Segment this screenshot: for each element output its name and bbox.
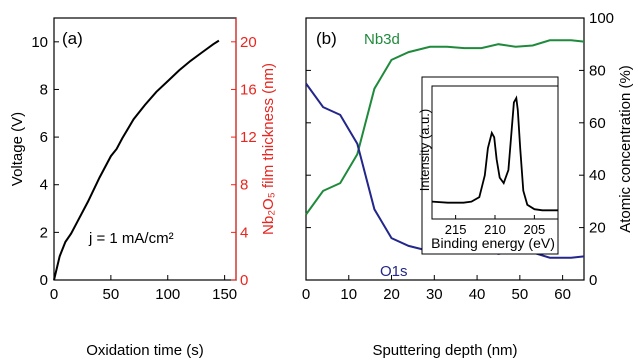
inset-x-tick-label: 205 <box>524 222 546 237</box>
panel-a-right-axis-label: Nb₂O₅ film thickness (nm) <box>260 63 277 235</box>
panel-a-x-ticks: 0 50 100 150 <box>50 275 237 303</box>
panel-b-nb3d-line <box>305 39 585 216</box>
panel-a-right-tick-label: 0 <box>240 272 248 289</box>
panel-a-x-axis-label: Oxidation time (s) <box>86 342 204 359</box>
panel-a-y-tick-label: 8 <box>40 81 48 98</box>
panel-a-right-tick-label: 12 <box>240 129 257 146</box>
panel-b-y-tick-label: 20 <box>589 220 606 237</box>
panel-a-right-tick-label: 16 <box>240 81 257 98</box>
panel-b-y-tick-label: 100 <box>589 10 614 27</box>
panel-a-x-tick-label: 0 <box>50 286 58 303</box>
panel-b-y-tick-label: 0 <box>589 272 597 289</box>
panel-a-y-tick-label: 4 <box>40 177 48 194</box>
panel-b-nb3d-label: Nb3d <box>364 31 400 48</box>
inset-x-tick-label: 210 <box>484 222 506 237</box>
panel-a-right-tick-label: 4 <box>240 224 248 241</box>
panel-a-right-tick-label: 20 <box>240 34 257 51</box>
panel-a-label: (a) <box>62 29 83 48</box>
panel-a-y-tick-label: 0 <box>40 272 48 289</box>
panel-b-o1s-label: O1s <box>380 263 408 280</box>
panel-b-frame <box>305 17 585 281</box>
inset-x-tick-label: 215 <box>445 222 467 237</box>
panel-b-label: (b) <box>316 29 337 48</box>
panel-b-x-tick-label: 40 <box>469 286 486 303</box>
panel-a-x-tick-label: 150 <box>212 286 237 303</box>
inset-spectrum-line <box>431 95 558 212</box>
panel-b-x-tick-label: 60 <box>554 286 571 303</box>
inset-x-axis-label: Binding energy (eV) <box>431 235 555 251</box>
panel-a-y-ticks: 0 2 4 6 8 10 <box>31 34 59 289</box>
panel-a: 0 50 100 150 0 2 4 6 8 10 0 4 8 12 16 20 (a) j = 1 mA… <box>9 17 277 359</box>
panel-a-right-tick-label: 8 <box>240 177 248 194</box>
panel-a-annotation: j = 1 mA/cm² <box>88 230 174 247</box>
panel-b-x-tick-label: 0 <box>302 286 310 303</box>
panel-b-x-tick-label: 50 <box>512 286 529 303</box>
panel-b-x-tick-label: 10 <box>340 286 357 303</box>
panel-a-y-tick-label: 10 <box>31 34 48 51</box>
panel-b-y-tick-label: 80 <box>589 62 606 79</box>
panel-b-x-tick-label: 30 <box>426 286 443 303</box>
inset-y-axis-label: Intensity (a.u.) <box>417 109 432 191</box>
panel-b-x-ticks: 0 10 20 30 40 50 60 <box>302 275 571 303</box>
panel-a-x-tick-label: 100 <box>155 286 180 303</box>
panel-a-x-tick-label: 50 <box>103 286 120 303</box>
panel-b-y-ticks: 0 20 40 60 80 100 <box>306 10 614 289</box>
panel-a-voltage-line <box>53 39 220 281</box>
panel-a-y-axis-label: Voltage (V) <box>9 112 26 186</box>
panel-a-y-tick-label: 2 <box>40 224 48 241</box>
inset-chart: 215 210 205 Binding energy (eV) Intensity … <box>417 76 559 255</box>
panel-b-x-axis-label: Sputtering depth (nm) <box>372 342 517 359</box>
inset-x-ticks: 215 210 205 <box>445 215 545 237</box>
panel-a-y-tick-label: 6 <box>40 129 48 146</box>
panel-b-y-tick-label: 40 <box>589 167 606 184</box>
panel-b-y-tick-label: 60 <box>589 115 606 132</box>
panel-b-y-axis-label: Atomic concentration (%) <box>617 65 634 233</box>
panel-a-right-ticks: 0 4 8 12 16 20 <box>231 34 257 289</box>
inset-frame <box>421 76 559 255</box>
panel-b-x-tick-label: 20 <box>383 286 400 303</box>
